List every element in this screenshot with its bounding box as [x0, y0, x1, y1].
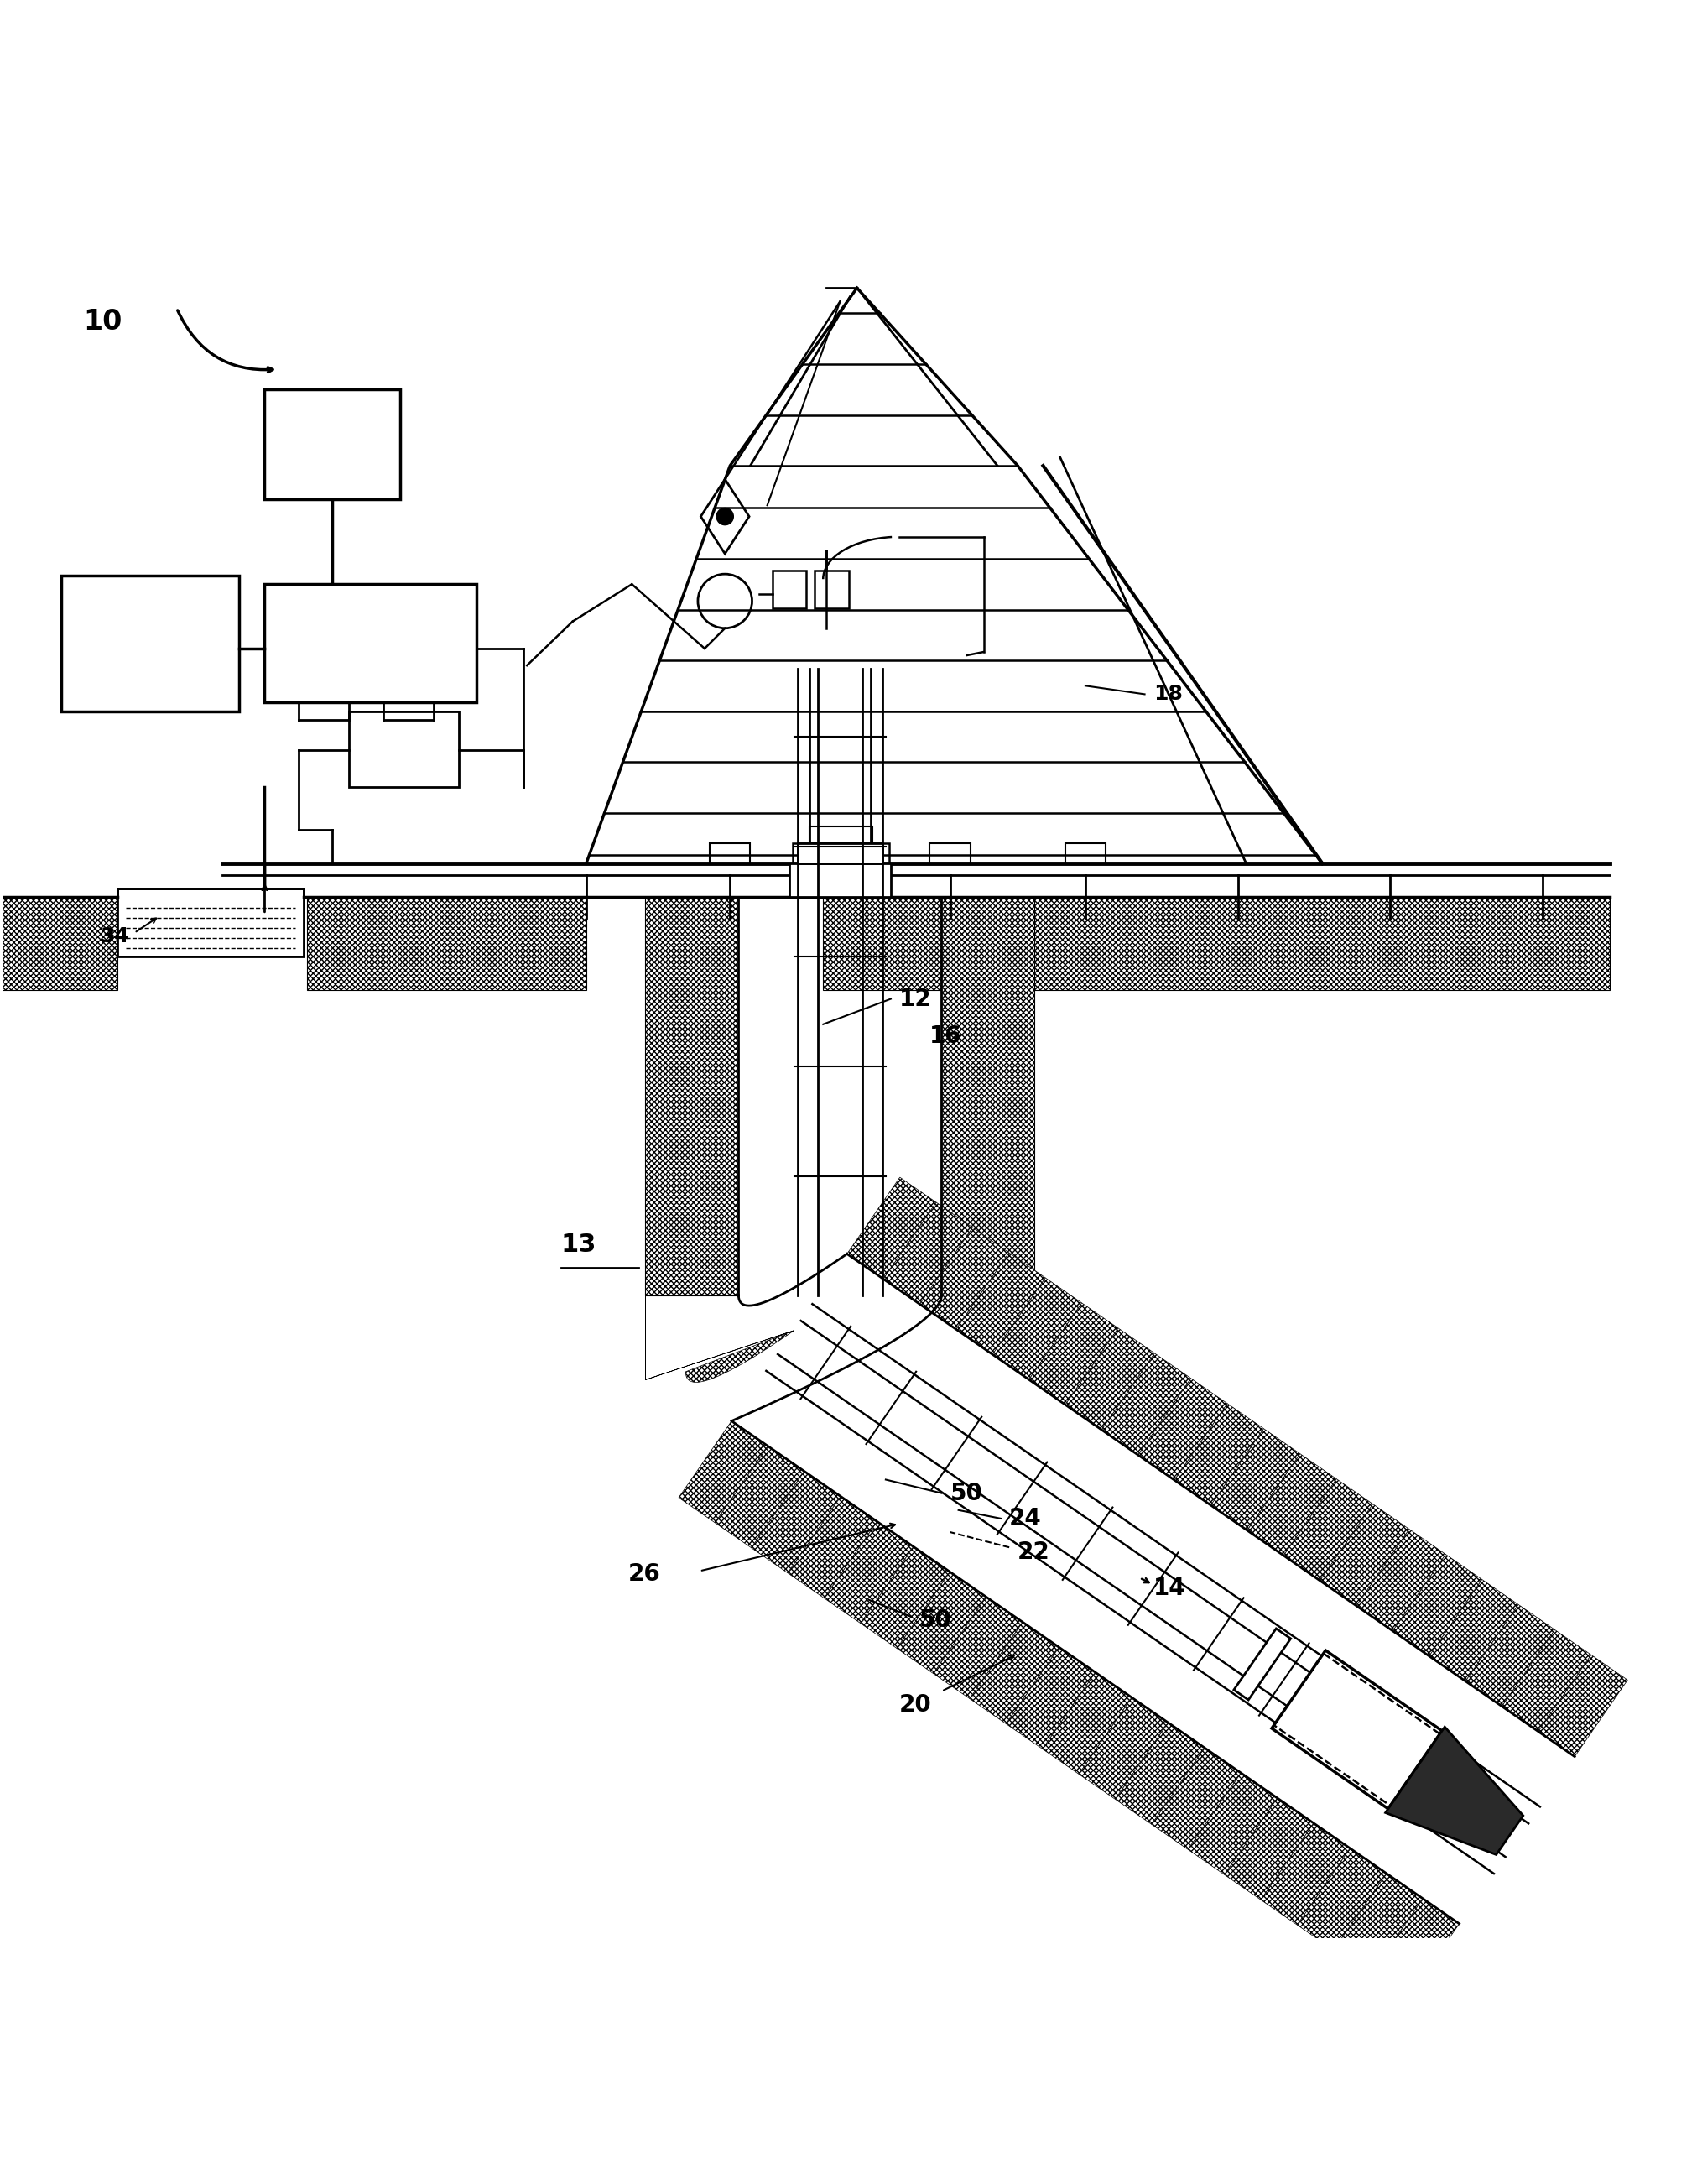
Bar	[789, 863, 891, 898]
Polygon shape	[1356, 1529, 1446, 1631]
Bar	[811, 843, 852, 863]
Polygon shape	[1334, 1874, 1422, 1974]
Polygon shape	[1320, 1505, 1409, 1605]
Polygon shape	[1537, 1655, 1627, 1756]
Text: 22: 22	[1018, 1540, 1050, 1564]
Polygon shape	[1028, 1304, 1118, 1404]
Text: 16: 16	[930, 1024, 962, 1048]
Bar	[772, 570, 806, 607]
Polygon shape	[1261, 1824, 1351, 1924]
Polygon shape	[787, 1496, 877, 1599]
Text: 26: 26	[628, 1564, 662, 1586]
Polygon shape	[1066, 1328, 1154, 1431]
Text: 50: 50	[950, 1481, 983, 1505]
Polygon shape	[645, 1295, 794, 1382]
Polygon shape	[1385, 1728, 1524, 1854]
Text: 50: 50	[920, 1607, 952, 1631]
Bar	[350, 712, 460, 786]
Bar	[823, 898, 1610, 989]
Text: 13: 13	[560, 1232, 596, 1256]
Polygon shape	[993, 1278, 1081, 1380]
Text: 34: 34	[100, 926, 129, 946]
Polygon shape	[1234, 1629, 1291, 1699]
Polygon shape	[969, 1623, 1059, 1723]
Text: 20: 20	[899, 1693, 932, 1717]
Bar	[2, 898, 117, 989]
Polygon shape	[1393, 1555, 1481, 1655]
Polygon shape	[955, 1254, 1045, 1354]
Bar	[265, 389, 400, 500]
Circle shape	[716, 509, 733, 524]
Polygon shape	[898, 1572, 986, 1673]
Bar	[815, 570, 848, 607]
Text: 24: 24	[1010, 1507, 1042, 1531]
Polygon shape	[1283, 1479, 1373, 1581]
Bar	[798, 843, 882, 863]
Polygon shape	[1188, 1773, 1278, 1874]
Polygon shape	[933, 1597, 1023, 1699]
Polygon shape	[679, 1422, 769, 1522]
Bar	[117, 889, 304, 957]
Polygon shape	[1079, 1697, 1168, 1800]
Polygon shape	[1115, 1723, 1205, 1824]
Polygon shape	[1369, 1898, 1459, 2001]
Bar	[61, 577, 239, 712]
Bar	[307, 898, 585, 989]
Polygon shape	[1297, 1848, 1386, 1950]
Text: 18: 18	[1154, 684, 1183, 703]
Bar	[942, 898, 1035, 1295]
Polygon shape	[1247, 1455, 1337, 1555]
Polygon shape	[1006, 1647, 1096, 1749]
Polygon shape	[920, 1227, 1010, 1330]
Polygon shape	[884, 1203, 972, 1304]
Polygon shape	[1174, 1404, 1264, 1505]
Bar	[265, 583, 477, 703]
Polygon shape	[1152, 1747, 1241, 1850]
Polygon shape	[1225, 1797, 1313, 1900]
Polygon shape	[825, 1522, 913, 1623]
Polygon shape	[752, 1472, 840, 1572]
Bar	[792, 843, 889, 863]
Bar	[645, 898, 738, 1295]
Polygon shape	[1212, 1428, 1300, 1531]
Bar	[930, 843, 971, 863]
Polygon shape	[1042, 1673, 1132, 1773]
Polygon shape	[1271, 1651, 1442, 1808]
Polygon shape	[1502, 1629, 1592, 1732]
Text: 12: 12	[899, 987, 932, 1011]
Text: 14: 14	[1154, 1577, 1186, 1599]
Polygon shape	[860, 1546, 950, 1649]
Polygon shape	[1466, 1605, 1554, 1706]
Polygon shape	[1429, 1579, 1519, 1682]
Bar	[709, 843, 750, 863]
Polygon shape	[714, 1446, 804, 1548]
Polygon shape	[1101, 1354, 1191, 1455]
Polygon shape	[1139, 1378, 1227, 1481]
Bar	[1066, 843, 1106, 863]
Polygon shape	[847, 1177, 937, 1280]
Bar	[809, 826, 872, 843]
Text: 10: 10	[83, 308, 122, 336]
